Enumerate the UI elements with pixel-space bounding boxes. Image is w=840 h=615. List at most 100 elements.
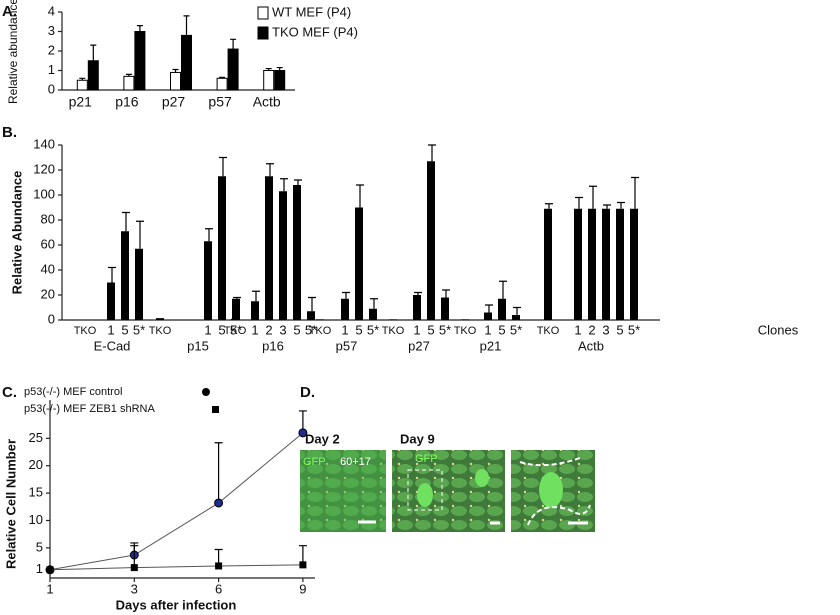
y-tick-label: 60 [41,236,55,251]
error-bar [183,15,190,36]
x-tick-label: 1 [107,322,114,337]
error-bar [233,296,241,299]
y-axis-label: Relative Cell Number [3,439,18,569]
overlay-label: 60+17 [340,456,371,468]
legend-marker [202,388,210,396]
bar [544,208,552,320]
legend-swatch [257,6,269,20]
group-label: p27 [408,338,430,353]
panel-label: B. [2,124,17,141]
bar [265,176,273,320]
zoom-box [407,469,443,511]
error-bar [575,196,583,209]
error-bar [280,178,288,192]
error-bar [205,228,213,242]
y-tick-label: 5 [36,539,43,554]
x-tick-label: TKO [537,325,560,337]
y-tick-label: 120 [33,161,55,176]
x-tick-label: 5 [218,322,225,337]
error-bar [370,298,378,309]
error-bar [414,291,422,295]
legend-label: TKO MEF (P4) [272,24,358,39]
bar [441,297,449,320]
x-tick-label: 2 [588,322,595,337]
error-bar [230,38,237,50]
x-tick-label: TKO [224,325,247,337]
y-tick-label: 1 [36,561,43,576]
error-bar [122,211,130,232]
cell [417,483,433,507]
bar [574,208,582,320]
bar [232,298,240,320]
x-tick-label: 5 [355,322,362,337]
x-tick-label: 5* [230,322,242,337]
x-axis-label: Clones [758,322,799,337]
line [49,432,304,571]
y-tick-label: 20 [29,457,43,472]
error-bar [442,289,450,298]
bar [170,71,181,91]
bar [427,161,435,320]
error-bar [428,144,436,162]
x-tick-label: 3 [131,581,138,596]
bar [369,308,377,320]
x-tick-label: p21 [69,94,93,110]
group-label: p16 [262,338,284,353]
x-tick-label: TKO [309,325,332,337]
bar [512,315,520,320]
group-label: Actb [578,338,604,353]
x-tick-label: p16 [115,94,139,110]
x-tick-label: 5 [293,322,300,337]
x-tick-label: 5* [367,322,379,337]
panel-label: C. [2,384,17,401]
error-bar [603,204,611,209]
micrograph [392,450,505,532]
group-label: p57 [336,338,358,353]
overlay-label: GFP [415,453,438,465]
x-tick-label: 1 [574,322,581,337]
bar [588,208,596,320]
x-tick-label: 1 [484,322,491,337]
x-tick-label: 3 [602,322,609,337]
bar [181,34,192,91]
bar [484,312,492,320]
bar [204,241,212,320]
error-bar [294,179,302,185]
x-tick-label: p27 [162,94,186,110]
error-bar [617,201,625,209]
error-bar [136,220,144,249]
bar [307,311,315,320]
x-tick-label: 1 [251,322,258,337]
error-bar [130,545,139,568]
point [215,562,223,570]
x-tick-label: 5* [133,322,145,337]
x-tick-label: TKO [382,325,405,337]
x-tick-label: 5 [498,322,505,337]
bar [263,70,275,91]
y-tick-label: 0 [48,311,55,326]
image-title: Day 9 [400,431,435,446]
point [299,561,307,569]
bar [156,318,164,320]
y-tick-label: 4 [48,3,55,18]
y-tick-label: 40 [41,261,55,276]
y-tick-label: 15 [29,485,43,500]
micrograph-texture [300,450,386,532]
bar [413,295,421,320]
bar [121,231,129,320]
outline [519,457,591,526]
y-tick-label: 20 [41,286,55,301]
error-bar [90,44,97,61]
x-tick-label: 1 [413,322,420,337]
cell [475,469,489,487]
bar [355,207,363,320]
y-tick-label: 10 [29,512,43,527]
bar [123,75,135,91]
error-bar [356,184,364,208]
bar [602,208,610,320]
legend-label: p53(-/-) MEF ZEB1 shRNA [24,403,155,415]
bar [279,191,287,320]
error-bar [342,291,350,299]
overlay-label: GFP [303,456,326,468]
